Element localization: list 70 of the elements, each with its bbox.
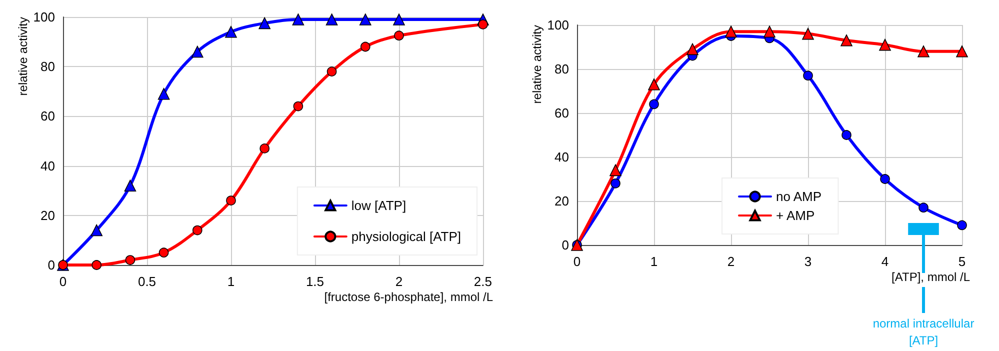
x-tick-label: 0	[59, 274, 67, 289]
point	[918, 202, 928, 212]
point	[292, 14, 304, 26]
point	[918, 46, 930, 58]
x-tick-label: 2	[395, 274, 403, 289]
point	[225, 26, 237, 38]
point	[880, 174, 890, 184]
x-tick-label: 0	[573, 254, 581, 269]
point	[90, 224, 102, 236]
point	[92, 260, 102, 270]
legend-label: low [ATP]	[351, 198, 406, 213]
band-label: normal intracellular [ATP]	[872, 316, 974, 348]
point	[649, 99, 659, 110]
y-tick-label: 80	[554, 62, 569, 76]
point	[125, 255, 136, 265]
point	[158, 88, 170, 100]
x-axis-title: [fructose 6-phosphate], mmol /L	[324, 290, 494, 304]
x-tick-label: 0.5	[138, 274, 156, 289]
y-tick-label: 100	[33, 10, 55, 24]
x-tick-label: 5	[958, 254, 966, 269]
y-tick-label: 100	[547, 18, 569, 32]
point	[957, 220, 967, 230]
point	[359, 14, 372, 26]
point	[191, 46, 204, 58]
point	[124, 180, 136, 192]
point	[842, 130, 852, 140]
x-tick-label: 2.5	[474, 274, 492, 289]
point	[686, 43, 698, 56]
point	[840, 34, 852, 46]
y-tick-label: 40	[40, 158, 55, 174]
point	[326, 66, 337, 76]
point	[226, 196, 236, 206]
point	[393, 14, 405, 26]
point	[802, 28, 814, 40]
y-tick-label: 20	[40, 208, 55, 223]
point	[260, 144, 270, 154]
point	[360, 42, 370, 52]
point	[326, 14, 338, 26]
legend-label: + AMP	[776, 208, 815, 223]
y-tick-label: 40	[554, 150, 569, 164]
y-tick-label: 60	[40, 108, 55, 124]
y-tick-label: 0	[562, 238, 569, 252]
point	[478, 20, 488, 30]
x-tick-label: 1	[227, 274, 235, 289]
x-tick-label: 1.5	[306, 274, 324, 289]
point	[879, 38, 891, 51]
point	[648, 78, 660, 90]
y-tick-label: 20	[554, 194, 569, 208]
x-tick-label: 3	[804, 254, 812, 269]
point	[725, 26, 737, 38]
point	[764, 26, 776, 38]
point	[610, 178, 620, 188]
x-tick-label: 4	[881, 254, 889, 269]
point	[956, 46, 968, 58]
point	[803, 70, 813, 80]
legend-label: physiological [ATP]	[351, 229, 462, 244]
point	[158, 248, 169, 258]
legend-label: no AMP	[776, 189, 822, 204]
point	[610, 164, 622, 176]
x-tick-label: 2	[727, 254, 735, 269]
x-tick-label: 1	[650, 254, 658, 269]
y-tick-label: 80	[40, 59, 55, 74]
y-axis-title: relative activity	[16, 17, 30, 96]
y-tick-label: 60	[554, 106, 569, 120]
y-axis-title: relative activity	[530, 25, 544, 104]
point	[258, 17, 270, 30]
point	[394, 30, 404, 40]
point	[192, 225, 202, 236]
point	[293, 101, 304, 112]
x-axis-title: [ATP], mmol /L	[892, 270, 970, 284]
